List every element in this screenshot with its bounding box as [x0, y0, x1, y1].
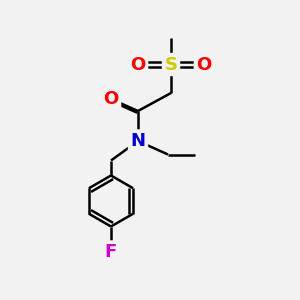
Text: O: O: [103, 90, 118, 108]
Text: S: S: [164, 56, 178, 74]
Text: N: N: [130, 132, 146, 150]
Text: F: F: [105, 243, 117, 261]
Text: O: O: [196, 56, 211, 74]
Text: O: O: [130, 56, 146, 74]
